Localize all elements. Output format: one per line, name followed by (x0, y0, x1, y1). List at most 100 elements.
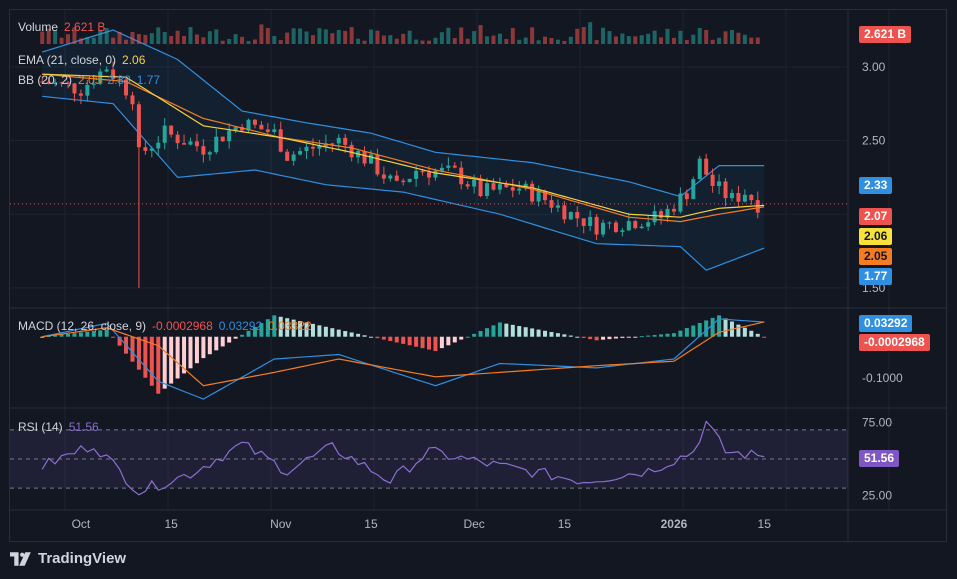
volume-bar (375, 30, 380, 44)
candle-up (336, 134, 341, 151)
candle-body (491, 183, 496, 190)
volume-bar (678, 30, 683, 44)
bb-legend-basis: 2.05 (78, 73, 102, 87)
volume-bar (601, 27, 606, 44)
macd-histogram-bar (156, 336, 161, 394)
macd-histogram-bar (298, 321, 303, 337)
macd-histogram-bar (601, 336, 606, 340)
candle-body (85, 84, 90, 96)
candle-body (259, 124, 264, 130)
macd-histogram-bar (665, 333, 670, 337)
candle-body (182, 143, 187, 145)
candle-up (227, 123, 232, 149)
macd-histogram-bar (427, 336, 431, 350)
macd-histogram-bar (478, 331, 483, 337)
candle-body (285, 151, 290, 161)
volume-bar (588, 22, 593, 44)
candle-body (433, 170, 438, 178)
candle-body (40, 81, 45, 83)
macd-histogram-bar (214, 336, 219, 351)
candle-up (626, 212, 631, 232)
candle-down (362, 146, 367, 167)
candle-body (104, 69, 109, 72)
candle-body (652, 211, 657, 223)
volume-legend[interactable]: Volume 2.621 B (18, 20, 105, 34)
candle-body (581, 218, 586, 226)
volume-bar (240, 36, 245, 44)
candle-down (749, 194, 754, 205)
candle-up (91, 75, 96, 89)
candle-up (665, 205, 670, 222)
volume-bar (220, 40, 225, 44)
macd-legend-name: MACD (12, 26, close, 9) (18, 319, 147, 333)
rsi-legend[interactable]: RSI (14) 51.56 (18, 420, 99, 434)
candle-body (278, 129, 283, 152)
volume-bar (510, 28, 515, 44)
volume-bar (272, 35, 277, 44)
volume-bar (736, 32, 741, 44)
volume-bar (207, 31, 212, 44)
volume-bar (459, 27, 464, 44)
candle-body (53, 82, 58, 84)
volume-bar (485, 36, 490, 44)
candle-up (272, 123, 277, 135)
candle-body (362, 150, 367, 164)
candle-body (575, 212, 580, 219)
volume-bar (684, 40, 689, 44)
volume-bar (336, 30, 341, 44)
candle-body (407, 178, 412, 183)
macd-histogram-bar (53, 335, 58, 337)
candle-body (729, 192, 734, 199)
candle-body (485, 183, 490, 197)
macd-histogram-bar (381, 336, 386, 340)
ema-legend[interactable]: EMA (21, close, 0) 2.06 (18, 53, 145, 67)
macd-legend[interactable]: MACD (12, 26, close, 9) -0.0002968 0.032… (18, 319, 312, 333)
macd-histogram-bar (472, 333, 477, 337)
bb-legend[interactable]: BB (20, 2) 2.05 2.33 1.77 (18, 73, 160, 87)
macd-histogram-bar (504, 323, 509, 337)
volume-bar (543, 36, 548, 44)
macd-histogram-bar (575, 336, 580, 338)
candle-body (124, 79, 129, 96)
macd-histogram-bar (459, 336, 464, 340)
candle-body (497, 184, 502, 190)
time-tick-label: Nov (270, 517, 291, 531)
candle-body (201, 146, 206, 155)
candle-body (143, 147, 148, 151)
candle-up (497, 177, 502, 195)
candle-down (143, 139, 148, 155)
macd-histogram-bar (78, 332, 83, 337)
candle-body (136, 104, 141, 148)
candle-down (310, 138, 315, 157)
candle-body (149, 148, 154, 151)
bb-legend-upper: 2.33 (107, 73, 131, 87)
volume-bar (555, 39, 560, 44)
macd-histogram-bar (272, 315, 277, 337)
volume-bar (252, 39, 257, 44)
volume-bar (72, 27, 77, 44)
volume-bar (665, 28, 670, 44)
candle-body (388, 175, 393, 179)
volume-bar (704, 29, 709, 44)
macd-histogram-bar (465, 336, 470, 338)
candle-body (188, 141, 193, 145)
candle-down (491, 178, 496, 191)
candle-up (678, 187, 683, 214)
candle-body (317, 146, 322, 149)
bb-basis-axis-badge: 2.05 (859, 248, 893, 265)
candle-body (162, 125, 167, 143)
macd-histogram-bar (452, 336, 457, 343)
candle-up (291, 151, 296, 166)
candle-body (336, 137, 341, 144)
chart-frame[interactable]: 3.00 2.50 1.50 -0.1000 75.00 25.00 Oct 15 Nov 15 D… (9, 9, 947, 542)
macd-histogram-bar (278, 316, 283, 337)
candle-up (388, 174, 393, 182)
volume-bar (717, 37, 722, 44)
volume-bar (59, 37, 64, 44)
macd-histogram-bar (555, 333, 560, 337)
tradingview-footer[interactable]: TradingView (10, 550, 126, 567)
candle-down (66, 81, 71, 89)
candle-body (252, 119, 257, 125)
macd-histogram-bar (407, 336, 412, 346)
